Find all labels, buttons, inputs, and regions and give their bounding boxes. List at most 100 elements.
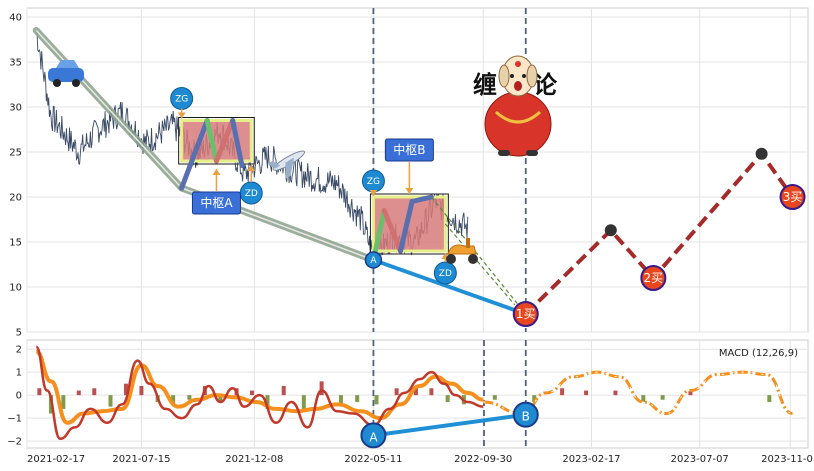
price-panel	[26, 7, 809, 333]
zg-badge-b-label: ZG	[367, 177, 380, 187]
macd-projection-dif	[483, 371, 793, 415]
macd-divergence-point	[360, 422, 387, 449]
mascot-foot	[526, 150, 538, 156]
buy-point-circle	[779, 184, 806, 210]
macd-dif-line	[35, 345, 484, 441]
buy-point-label: 3买	[783, 190, 803, 204]
bi-segment	[409, 194, 434, 204]
blue-connector	[372, 258, 527, 316]
scooter-wheel	[468, 254, 478, 264]
macd-histogram-bar	[123, 383, 128, 396]
zg-badge-a-label: ZG	[175, 95, 188, 105]
buy-point-label: 2买	[644, 271, 664, 285]
macd-histogram-bar	[92, 388, 97, 396]
airplane-tail	[267, 160, 281, 169]
scooter-icon	[446, 238, 478, 264]
car-wheel	[53, 79, 61, 87]
macd-histogram-bar	[319, 381, 324, 396]
macd-y-tick: 1	[16, 368, 22, 379]
macd-histogram-bar	[37, 388, 42, 396]
zd-arrow-a-head	[247, 165, 256, 171]
price-y-tick: 15	[9, 238, 22, 249]
macd-histogram-bar	[660, 395, 665, 400]
zd-badge-a-label: ZD	[245, 189, 258, 199]
mascot-sash	[494, 110, 542, 124]
macd-histogram-bar	[613, 390, 618, 396]
monk-mascot-icon	[484, 55, 552, 157]
x-tick-label: 2022-05-11	[344, 454, 402, 465]
car-wheel	[72, 79, 80, 87]
bi-segment	[381, 208, 403, 254]
buy-point-label: 1买	[516, 307, 536, 321]
x-tick-label: 2023-02-17	[562, 454, 620, 465]
bi-segment	[397, 199, 415, 254]
price-y-tick: 20	[9, 193, 22, 204]
mascot-eye	[510, 74, 514, 78]
macd-dea-line	[35, 349, 484, 425]
buy-point-circle	[512, 301, 539, 327]
x-tick-label: 2023-07-07	[671, 454, 729, 465]
macd-histogram-bar	[492, 395, 497, 400]
mascot-ear	[526, 64, 538, 88]
macd-histogram-bar	[301, 395, 306, 412]
bi-segment	[204, 118, 219, 164]
mascot-dot	[515, 61, 521, 67]
macd-histogram-bar	[265, 395, 270, 409]
zhongshu-box-outline	[178, 117, 255, 165]
mascot-text-left: 缠	[473, 70, 497, 99]
bi-segment	[179, 118, 210, 191]
price-y-tick: 35	[9, 58, 22, 69]
macd-histogram-bar	[429, 388, 434, 396]
x-tick-label: 2021-12-08	[225, 454, 283, 465]
airplane-icon	[267, 150, 306, 179]
macd-histogram-bar	[171, 395, 176, 405]
macd-divergence-line	[373, 412, 527, 438]
zg-arrow-a-head	[177, 112, 186, 119]
price-y-tick: 10	[9, 283, 22, 294]
mascot-ear	[498, 64, 510, 88]
macd-legend: MACD (12,26,9)	[719, 348, 798, 359]
mascot-mouth	[514, 81, 522, 91]
macd-y-tick: −1	[7, 414, 22, 425]
price-y-tick: 5	[16, 328, 22, 339]
price-y-tick: 25	[9, 148, 22, 159]
macd-histogram-bar	[338, 395, 343, 405]
zhongshu-label-a-box	[191, 191, 241, 215]
macd-histogram-bar	[445, 395, 450, 403]
airplane-wing	[285, 157, 295, 179]
macd-divergence-point	[512, 401, 539, 428]
projection-peak-dot	[755, 147, 768, 160]
x-tick-label: 2023-11-01	[761, 454, 814, 465]
projection-peak-dot	[604, 224, 617, 237]
macd-histogram-bar	[108, 395, 113, 407]
bi-segment	[230, 118, 245, 168]
price-y-tick: 30	[9, 103, 22, 114]
x-tick-label: 2021-02-17	[27, 454, 85, 465]
macd-histogram-bar	[218, 395, 223, 403]
macd-histogram-bar	[641, 395, 646, 403]
macd-histogram-bar	[139, 385, 144, 396]
point-a-label: A	[370, 256, 377, 266]
zhongshu-label-a: 中枢A	[200, 195, 233, 210]
x-tick-label: 2022-09-30	[454, 454, 512, 465]
macd-histogram-bar	[394, 388, 399, 396]
macd-histogram-bar	[767, 395, 772, 403]
mascot-foot	[498, 150, 510, 156]
bi-segment	[213, 118, 236, 164]
zg-arrow-b-head	[369, 190, 378, 196]
macd-histogram-bar	[584, 390, 589, 396]
macd-histogram-bar	[76, 390, 81, 396]
label-arrow-a-head	[212, 169, 221, 175]
macd-y-tick: 0	[16, 391, 22, 402]
mascot-robe	[484, 91, 552, 157]
zhongshu-label-b-box	[384, 138, 434, 162]
macd-histogram-bar	[355, 395, 360, 403]
macd-divergence-label: B	[522, 410, 530, 424]
xianduan-stroke-highlight	[35, 29, 183, 189]
macd-histogram-bar	[250, 390, 255, 396]
macd-histogram-bar	[532, 395, 537, 403]
macd-histogram-bar	[187, 395, 192, 400]
macd-histogram-bar	[413, 385, 418, 396]
green-dashed-line	[444, 223, 516, 306]
